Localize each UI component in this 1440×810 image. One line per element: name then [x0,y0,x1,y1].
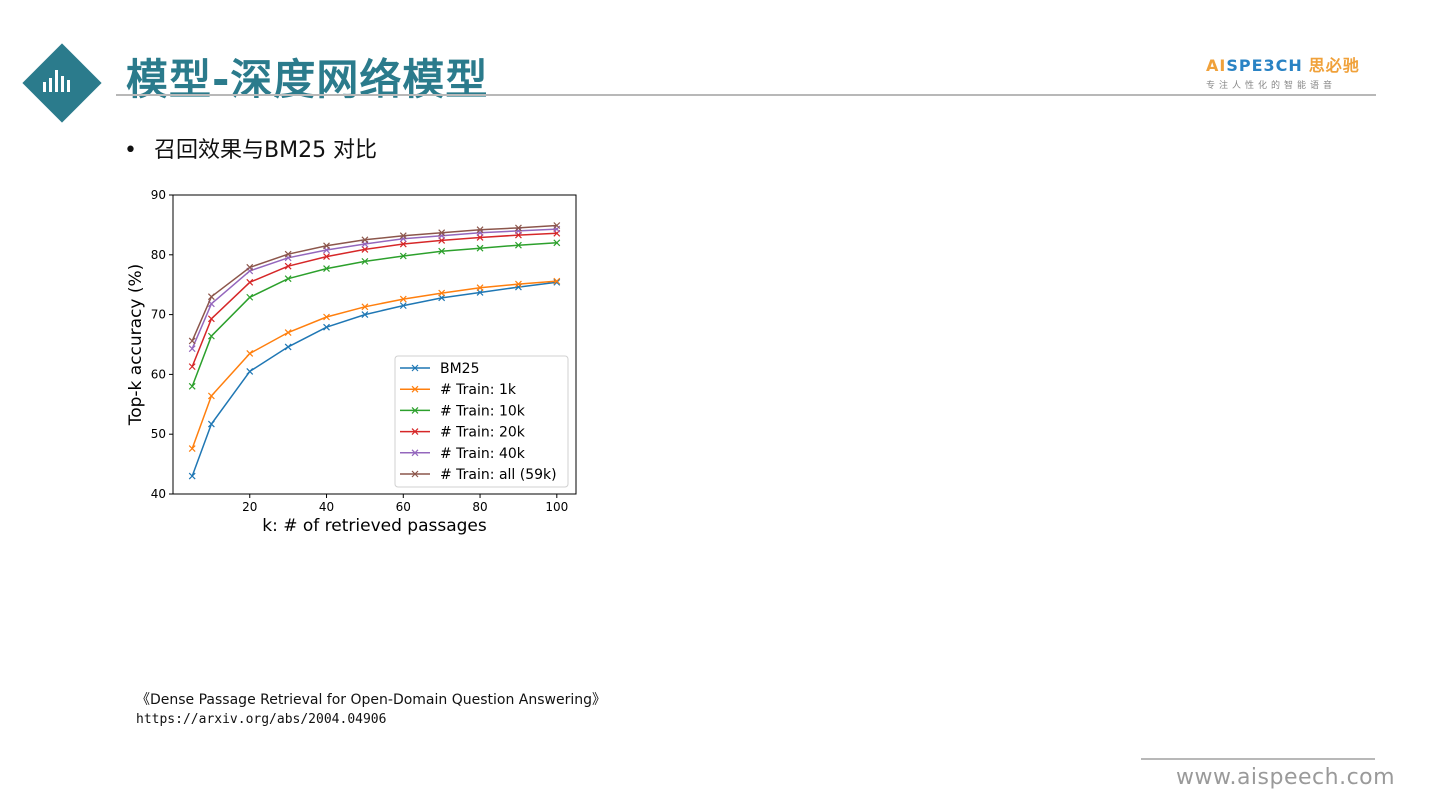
data-point [361,245,369,253]
data-point [284,262,292,270]
bullet-dot: • [124,138,137,163]
accuracy-line-chart: 40 50 60 70 80 90 20 40 60 80 100 k: # of retrieved… [126,188,577,536]
data-point [515,227,522,235]
data-point [515,283,522,291]
bullet-point: • 召回效果与BM25 对比 [124,132,377,164]
data-point [246,278,254,286]
legend-marker [411,406,419,414]
data-point [246,293,254,301]
data-point [207,293,215,301]
data-point [515,280,522,288]
data-point [361,236,369,244]
data-point [399,232,407,240]
x-tick-label: 60 [396,500,411,514]
brand-part-3: 思必驰 [1308,56,1360,75]
footer-url[interactable]: www.aispeech.com [1176,765,1396,790]
data-point [553,222,561,229]
data-point [323,242,330,250]
title-divider [116,94,1376,96]
y-tick-label: 40 [151,487,166,501]
data-point [438,289,446,297]
y-axis-label: Top-k accuracy (%) [126,264,146,427]
page-title: 模型-深度网络模型 [126,55,489,104]
plot-frame [172,194,577,495]
data-point [284,275,292,283]
data-point [284,329,292,336]
x-tick-label: 100 [545,500,568,514]
data-point [361,303,369,311]
data-point [399,302,407,310]
bar-chart-icon [43,70,70,92]
data-point [476,284,484,292]
data-point [476,244,484,252]
reference-title: 《Dense Passage Retrieval for Open-Domain… [136,692,606,708]
data-point [323,313,330,321]
data-point [553,239,561,247]
y-tick-label: 90 [151,188,166,202]
x-tick-label: 80 [472,500,487,514]
y-tick-label: 70 [151,308,166,322]
reference: 《Dense Passage Retrieval for Open-Domain… [136,690,606,730]
legend-label: # Train: all (59k) [440,467,557,483]
data-point [476,229,484,237]
brand-part-1: AI [1206,56,1227,75]
data-point [188,337,196,345]
y-tick-label: 50 [151,427,166,441]
data-point [361,311,369,319]
legend-marker [411,385,419,393]
legend-label: BM25 [440,361,480,377]
data-point [284,343,292,351]
data-point [188,472,196,480]
footer-divider [1141,758,1375,760]
brand-slogan: 专注人性化的智能语音 [1206,81,1337,91]
brand-logo: AISPE3CH 思必驰 专注人性化的智能语音 [1206,52,1371,91]
legend-marker [411,449,419,457]
data-point [399,240,407,248]
data-point [188,445,196,452]
data-point [553,278,561,286]
legend-label: # Train: 40k [440,446,526,462]
data-point [476,226,484,234]
data-point [207,420,215,428]
legend-box [394,355,569,488]
data-point [188,345,196,353]
data-point [323,323,330,331]
data-point [515,224,522,232]
data-point [246,263,254,271]
y-tick-label: 60 [151,367,166,381]
data-point [399,252,407,260]
data-point [207,392,215,400]
data-point [246,367,254,375]
data-point [515,241,522,249]
legend-label: # Train: 20k [440,425,526,441]
data-point [323,265,330,272]
x-tick-label: 40 [319,500,334,514]
data-point [438,247,446,255]
data-point [361,257,369,265]
y-tick-label: 80 [151,248,166,262]
reference-url[interactable]: https://arxiv.org/abs/2004.04906 [136,712,387,727]
data-point [207,315,215,323]
data-point [399,295,407,303]
data-point [207,332,215,340]
data-point [246,350,254,357]
data-point [284,250,292,258]
x-tick-label: 20 [242,500,257,514]
legend-marker [411,428,419,436]
data-point [188,382,196,390]
data-point [553,277,561,285]
legend-label: # Train: 10k [440,403,526,419]
bullet-text: 召回效果与BM25 对比 [154,138,378,163]
legend-marker [411,470,419,478]
data-point [438,229,446,237]
brand-part-2: SPE3CH [1226,56,1303,75]
x-axis-label: k: # of retrieved passages [262,516,487,536]
data-point [323,253,330,261]
data-point [438,232,446,240]
legend-marker [411,364,419,372]
legend-label: # Train: 1k [440,382,517,398]
data-point [188,363,196,371]
